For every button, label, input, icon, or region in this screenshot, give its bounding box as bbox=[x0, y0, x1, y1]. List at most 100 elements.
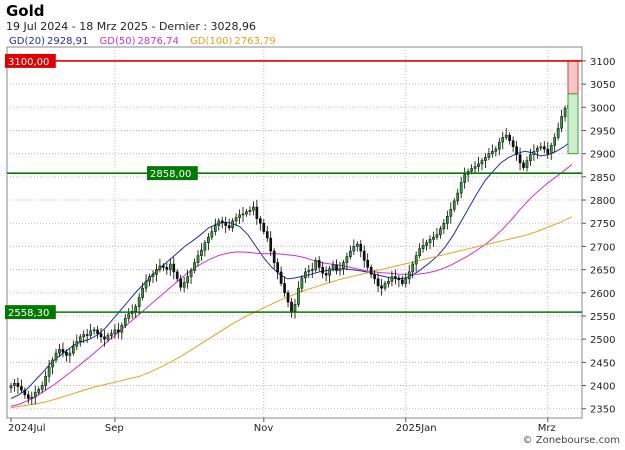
y-tick-label: 2350 bbox=[590, 405, 615, 416]
candle-body bbox=[307, 270, 311, 273]
candle-body bbox=[477, 163, 480, 167]
candle-body bbox=[463, 174, 466, 183]
candle-body bbox=[245, 211, 248, 215]
level-label-box bbox=[5, 53, 56, 68]
candle-body bbox=[168, 263, 172, 270]
candle-body bbox=[286, 292, 290, 303]
candle-body bbox=[26, 394, 30, 399]
candle-body bbox=[213, 225, 217, 232]
candle-body bbox=[425, 242, 428, 246]
legend-label-gd20: GD(20) bbox=[9, 36, 45, 47]
candle-body bbox=[217, 220, 221, 226]
candle-body bbox=[314, 260, 318, 270]
candle-body bbox=[37, 388, 41, 393]
candle-body bbox=[92, 329, 96, 332]
candle-body bbox=[435, 234, 439, 238]
candle-body bbox=[117, 329, 120, 333]
candle-body bbox=[366, 260, 370, 268]
candle-body bbox=[414, 255, 418, 265]
plot-frame bbox=[6, 46, 583, 419]
candle-body bbox=[89, 330, 92, 336]
y-tick-label: 2850 bbox=[590, 173, 615, 184]
candle-body bbox=[200, 249, 203, 256]
candle-body bbox=[331, 264, 335, 269]
y-tick-label: 2500 bbox=[590, 335, 615, 346]
candle-body bbox=[525, 160, 529, 168]
candle-body bbox=[470, 168, 473, 172]
candle-body bbox=[349, 250, 352, 257]
level-label-box bbox=[147, 166, 198, 181]
candle-body bbox=[155, 269, 158, 275]
candle-body bbox=[539, 146, 543, 149]
level-label: 2558,30 bbox=[8, 308, 49, 319]
candle-body bbox=[16, 382, 20, 387]
level-label: 3100,00 bbox=[8, 57, 49, 68]
candle-body bbox=[404, 278, 408, 284]
candle-body bbox=[297, 287, 300, 305]
chart-title: Gold bbox=[6, 2, 45, 20]
candle-body bbox=[40, 385, 44, 390]
y-tick-label: 2950 bbox=[590, 126, 615, 137]
candle-body bbox=[220, 220, 224, 223]
candle-body bbox=[529, 154, 532, 161]
candle-body bbox=[494, 148, 498, 152]
candle-body bbox=[259, 218, 262, 224]
candle-body bbox=[23, 389, 27, 396]
candle-body bbox=[241, 213, 245, 216]
ma-line-gd20 bbox=[10, 139, 573, 399]
candle-body bbox=[300, 277, 304, 289]
candle-body bbox=[310, 269, 314, 271]
candle-body bbox=[397, 277, 401, 281]
candle-body bbox=[113, 329, 117, 334]
candle-body bbox=[497, 141, 501, 150]
candle-body bbox=[196, 255, 200, 263]
candle-body bbox=[227, 225, 231, 229]
candle-body bbox=[61, 349, 65, 353]
candle-body bbox=[428, 239, 432, 243]
candle-body bbox=[518, 154, 522, 164]
y-tick-label: 2550 bbox=[590, 312, 615, 323]
candle-body bbox=[442, 222, 446, 230]
candle-body bbox=[30, 396, 34, 399]
legend-value-gd20: 2928,91 bbox=[46, 36, 89, 47]
candle-body bbox=[359, 243, 363, 252]
candle-body bbox=[421, 245, 425, 249]
x-tick-label: Sep bbox=[105, 423, 124, 434]
candle-body bbox=[317, 260, 321, 268]
candle-body bbox=[560, 116, 563, 129]
candle-body bbox=[383, 283, 387, 289]
candle-body bbox=[120, 325, 124, 333]
candle-body bbox=[252, 206, 255, 211]
candle-body bbox=[193, 262, 196, 271]
candle-body bbox=[369, 267, 373, 275]
chart-subtitle: 19 Jul 2024 - 18 Mrz 2025 - Dernier : 30… bbox=[6, 20, 257, 33]
candle-body bbox=[179, 278, 183, 288]
candle-body bbox=[542, 146, 546, 150]
candle-body bbox=[186, 276, 189, 283]
candle-body bbox=[262, 222, 266, 232]
candle-body bbox=[352, 246, 356, 252]
candle-body bbox=[338, 268, 342, 271]
candle-body bbox=[324, 273, 328, 276]
candle-body bbox=[491, 151, 494, 154]
candle-body bbox=[504, 134, 508, 138]
candle-body bbox=[134, 306, 137, 312]
candle-body bbox=[283, 283, 286, 294]
y-tick-label: 2750 bbox=[590, 219, 615, 230]
candle-body bbox=[515, 146, 518, 155]
candle-body bbox=[9, 385, 13, 389]
candle-body bbox=[355, 243, 359, 247]
candle-body bbox=[20, 386, 23, 391]
legend-value-gd50: 2876,74 bbox=[137, 36, 179, 47]
candle-body bbox=[78, 336, 82, 342]
candle-body bbox=[47, 366, 51, 377]
level-label: 2858,00 bbox=[150, 169, 191, 180]
candle-body bbox=[452, 200, 456, 210]
candle-body bbox=[33, 392, 37, 398]
candle-body bbox=[411, 263, 415, 273]
candle-body bbox=[72, 345, 75, 354]
candle-body bbox=[144, 280, 148, 289]
candle-body bbox=[439, 228, 442, 236]
candle-body bbox=[65, 351, 68, 356]
legend-label-gd100: GD(100) bbox=[190, 36, 233, 47]
